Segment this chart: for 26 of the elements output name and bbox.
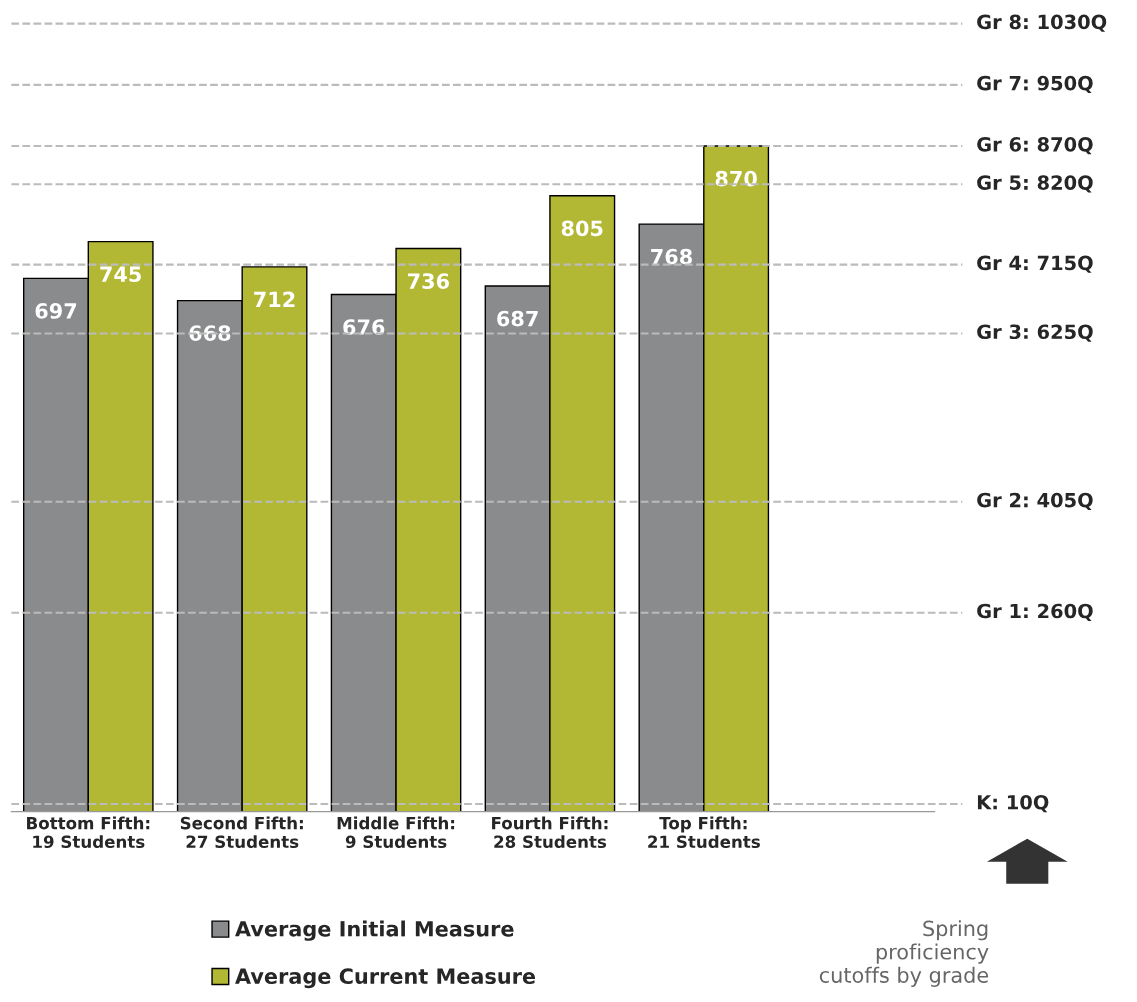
legend-label: Average Initial Measure [235,920,514,941]
x-tick-label: Middle Fifth: 9 Students [337,816,455,849]
x-tick-label: Top Fifth: 21 Students [648,816,760,849]
ref-line-label: Gr 1: 260Q [977,603,1093,621]
data-label: 687 [497,310,538,327]
data-label: 697 [35,303,77,319]
data-label: 676 [343,319,385,335]
ref-line-label: Gr 4: 715Q [977,255,1093,273]
ref-line-label: Gr 6: 870Q [977,136,1093,155]
legend-label: Average Current Measure [235,968,536,989]
text: Spring proficiency cutoffs by grade [819,920,989,987]
data-label: 745 [100,266,141,283]
data-label: 768 [651,248,692,265]
ref-line-label: K: 10Q [977,794,1049,813]
ref-line-label: Gr 8: 1030Q [977,14,1107,32]
data-label: 736 [408,273,449,289]
ref-line-label: Gr 3: 625Q [977,324,1093,342]
ref-line-label: Gr 7: 950Q [977,75,1093,94]
x-tick-label: Second Fifth: 27 Students [180,816,303,849]
data-label: 805 [561,220,603,237]
data-label: 712 [254,291,295,308]
ref-line-label: Gr 5: 820Q [977,175,1093,193]
ref-line-label: Gr 2: 405Q [977,492,1093,510]
data-label: 870 [715,170,757,187]
x-tick-label: Fourth Fifth: 28 Students [492,816,608,849]
x-tick-label: Bottom Fifth: 19 Students [27,816,150,849]
